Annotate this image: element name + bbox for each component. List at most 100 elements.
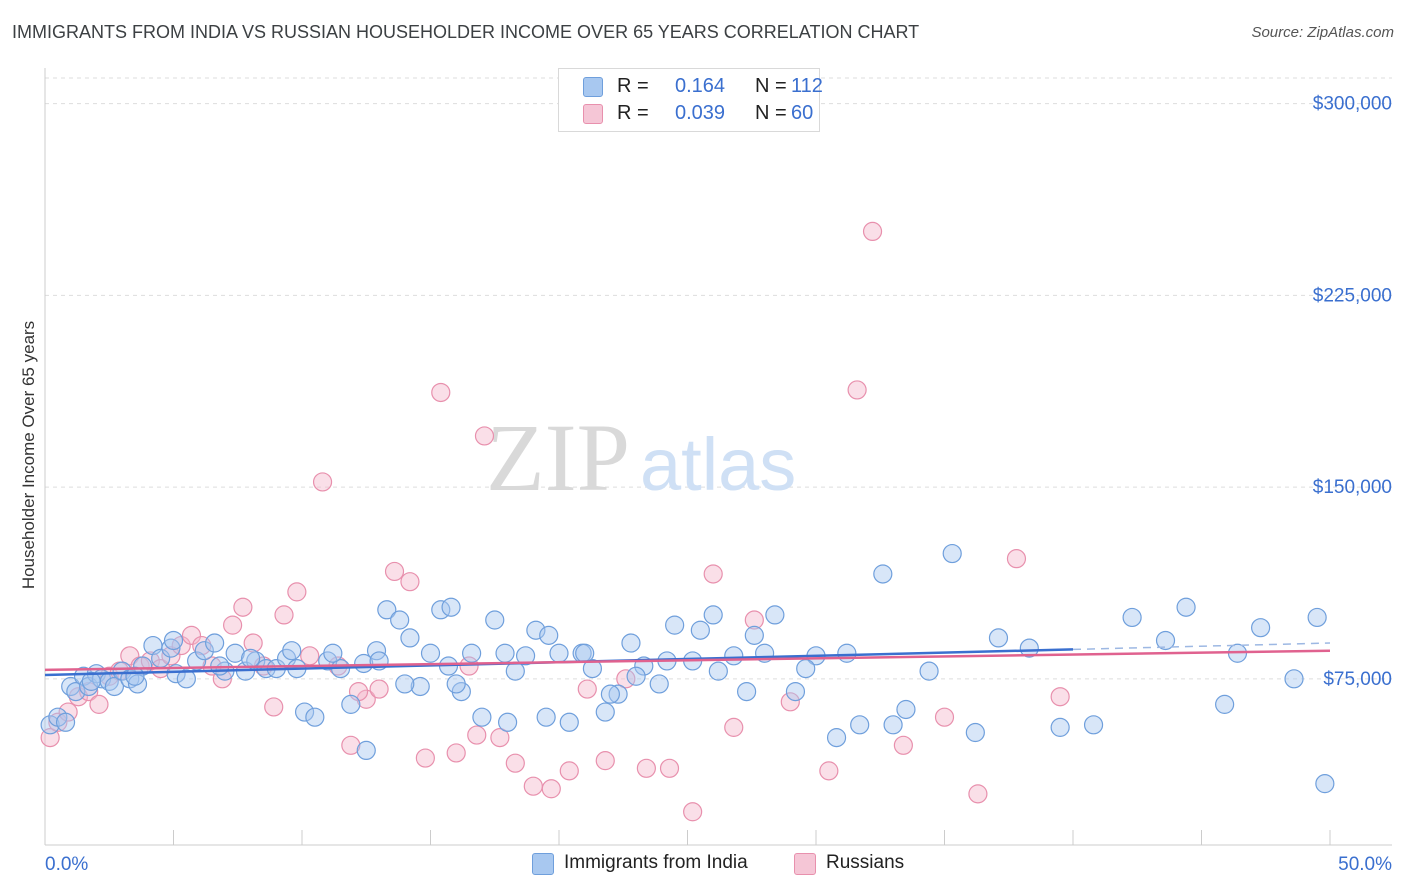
russians-point [636, 758, 656, 778]
russians-point [369, 679, 389, 699]
n-value: 112 [791, 75, 823, 97]
y-tick-label: $150,000 [1313, 477, 1392, 498]
india-point [305, 707, 325, 727]
india-point [420, 643, 441, 663]
india-point [621, 633, 641, 653]
india-point [737, 681, 757, 702]
watermark: ZIP atlas [486, 404, 796, 511]
india-point [400, 628, 420, 648]
russians-point [780, 692, 800, 712]
india-point [505, 661, 525, 681]
india-point [1083, 715, 1104, 735]
india-point [515, 646, 536, 666]
russians-point [490, 728, 510, 748]
india-point [241, 648, 261, 668]
india-point [294, 702, 315, 722]
india-point [187, 651, 207, 671]
india-point [112, 661, 132, 681]
india-point [390, 610, 410, 630]
russians-points [40, 221, 1070, 822]
india-point [703, 605, 723, 625]
russians-point [862, 221, 883, 241]
india-trend-extension [1072, 642, 1331, 651]
india-point [796, 658, 816, 679]
russians-point [274, 605, 294, 625]
russians-point [68, 687, 89, 707]
russians-point [356, 689, 376, 709]
r-value: 0.039 [675, 102, 726, 124]
x-tick-label: 50.0% [1338, 854, 1392, 875]
india-point [690, 620, 710, 640]
india-point [356, 740, 376, 761]
y-tick-label: $225,000 [1313, 285, 1392, 306]
india-point [837, 643, 857, 663]
n-value: 60 [791, 102, 814, 124]
india-point [539, 625, 559, 645]
russians-point [744, 610, 764, 630]
india-point [919, 661, 939, 681]
india-point [462, 643, 482, 663]
y-tick-label: $300,000 [1313, 94, 1392, 115]
russians-point [467, 725, 487, 745]
india-point [341, 694, 361, 714]
india-points [40, 543, 1335, 794]
russians-point [819, 761, 839, 781]
india-point [40, 715, 60, 735]
india-point [104, 676, 124, 697]
india-point [595, 702, 615, 722]
r-label: R = [617, 75, 649, 97]
axes: $75,000 $150,000 $225,000 $300,000 0.0% 50.0% [44, 68, 1392, 875]
india-point [1019, 638, 1039, 658]
russians-point [559, 761, 579, 781]
russians-point [659, 758, 680, 778]
india-point [1122, 607, 1142, 628]
india-point [194, 641, 214, 661]
india-point [850, 715, 870, 735]
india-point [410, 676, 430, 697]
india-point [649, 674, 669, 694]
russians-point [541, 779, 561, 799]
india-point [1284, 669, 1304, 689]
russians-point [847, 380, 867, 400]
india-point [323, 643, 343, 663]
india-point [1251, 618, 1271, 638]
russians-point [595, 751, 615, 771]
india-swatch [532, 853, 554, 875]
india-point [942, 543, 962, 564]
india-point [896, 699, 916, 720]
russians-point [415, 748, 435, 768]
source-label: Source: ZipAtlas.com [1251, 24, 1394, 41]
watermark-zip: ZIP [486, 404, 630, 511]
russians-point [341, 735, 361, 755]
russians-point [287, 582, 307, 602]
trend-lines [44, 642, 1331, 677]
russians-point [577, 679, 597, 699]
india-point [549, 643, 569, 663]
y-tick-label: $75,000 [1323, 669, 1392, 690]
india-point [724, 646, 744, 666]
russians-point [48, 712, 68, 732]
russians-point [893, 735, 913, 755]
india-point [1215, 694, 1235, 714]
india-point [575, 643, 595, 663]
russians-point [264, 697, 284, 717]
india-point [536, 707, 556, 727]
russians-point [505, 753, 525, 773]
india-point [965, 722, 985, 743]
russians-point [968, 784, 988, 804]
india-point [441, 597, 461, 617]
watermark-atlas: atlas [640, 423, 796, 506]
india-point [498, 712, 518, 732]
india-point [559, 712, 579, 732]
y-axis-label: Householder Income Over 65 years [19, 321, 38, 589]
india-point [785, 681, 806, 702]
russians-point [89, 694, 109, 714]
russians-point [934, 707, 955, 727]
india-point [133, 656, 153, 676]
india-point [1307, 607, 1327, 628]
russians-point [181, 625, 202, 645]
india-point [1315, 774, 1335, 794]
india-point [883, 715, 903, 735]
india-point [125, 666, 145, 686]
india-point [472, 707, 492, 727]
